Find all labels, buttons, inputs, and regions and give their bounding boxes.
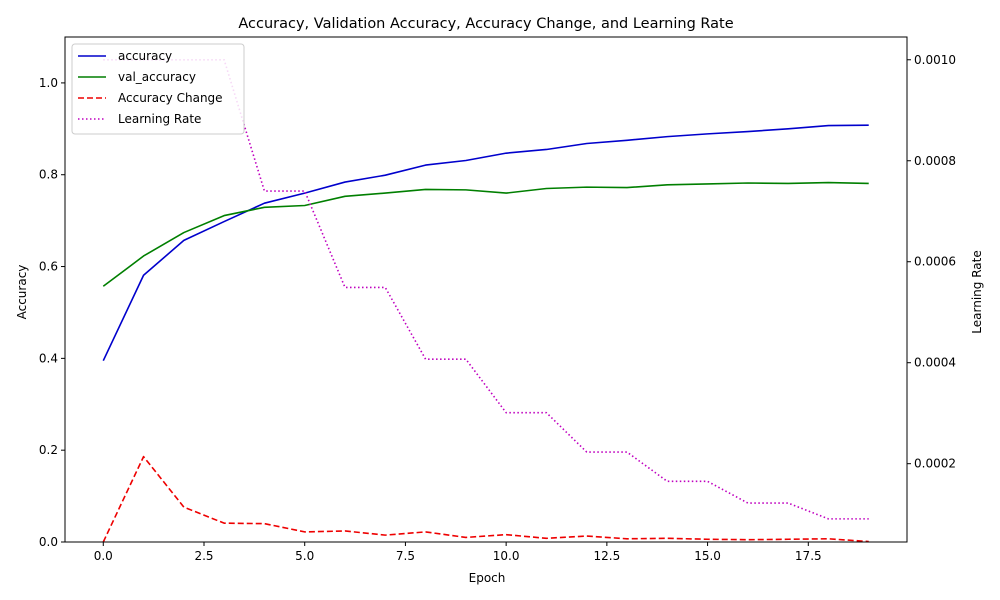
y2-tick-label: 0.0006 <box>914 255 956 269</box>
y2-tick-label: 0.0004 <box>914 356 956 370</box>
x-tick-label: 7.5 <box>396 549 415 563</box>
chart-title: Accuracy, Validation Accuracy, Accuracy … <box>238 16 733 32</box>
x-tick-label: 12.5 <box>594 549 621 563</box>
x-tick-label: 10.0 <box>493 549 520 563</box>
series-line-val-accuracy <box>102 181 869 287</box>
y-tick-label: 0.0 <box>39 535 58 549</box>
y2-axis: 0.0002 0.0004 0.0006 0.0008 0.0010 <box>907 53 956 471</box>
y-axis: 0.0 0.2 0.4 0.6 0.8 1.0 <box>39 76 65 549</box>
legend-box <box>71 43 245 135</box>
legend-label: val_accuracy <box>118 70 196 84</box>
y-axis-label: Accuracy <box>15 265 29 320</box>
plot-lines <box>102 58 869 543</box>
series-line-accuracy-change <box>102 455 869 543</box>
y-tick-label: 0.4 <box>39 351 58 365</box>
legend-label: Accuracy Change <box>118 91 223 105</box>
y-tick-label: 0.6 <box>39 260 58 274</box>
x-axis: 0.0 2.5 5.0 7.5 10.0 12.5 15.0 17.5 <box>94 542 822 563</box>
legend: accuracy val_accuracy Accuracy Change Learn… <box>71 43 245 135</box>
x-tick-label: 2.5 <box>194 549 213 563</box>
x-tick-label: 5.0 <box>295 549 314 563</box>
y2-tick-label: 0.0010 <box>914 53 956 67</box>
y-tick-label: 1.0 <box>39 76 58 90</box>
y-tick-label: 0.2 <box>39 443 58 457</box>
y2-tick-label: 0.0002 <box>914 457 956 471</box>
y2-tick-label: 0.0008 <box>914 154 956 168</box>
y-tick-label: 0.8 <box>39 168 58 182</box>
x-tick-label: 0.0 <box>94 549 113 563</box>
x-tick-label: 15.0 <box>694 549 721 563</box>
series-line-accuracy <box>102 124 869 362</box>
x-axis-label: Epoch <box>469 571 506 585</box>
y2-axis-label: Learning Rate <box>970 250 984 333</box>
legend-label: accuracy <box>118 49 172 63</box>
plot-frame <box>64 36 908 543</box>
legend-label: Learning Rate <box>118 112 201 126</box>
x-tick-label: 17.5 <box>795 549 822 563</box>
